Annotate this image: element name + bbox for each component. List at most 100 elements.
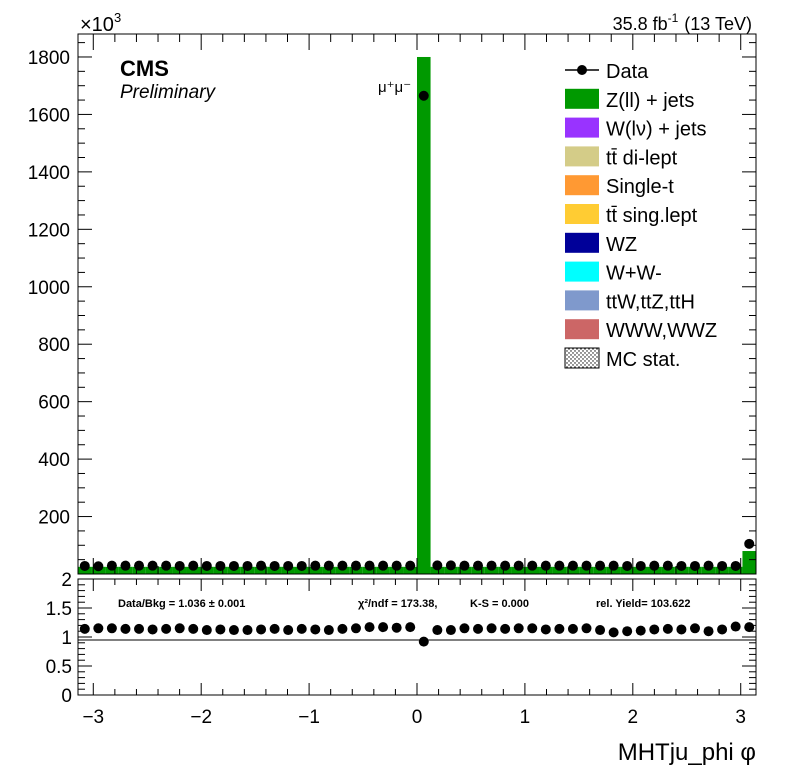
y-multiplier-exponent: 3: [114, 10, 121, 25]
data-point-27: [445, 560, 456, 571]
main-y-tick-label-5: 1200: [28, 220, 70, 241]
legend-label-4: Single-t: [606, 176, 674, 198]
data-point-44: [676, 560, 687, 571]
ratio-x-tick-label-4: 1: [520, 707, 531, 728]
ratio-point-29: [473, 623, 484, 634]
ratio-y-tick-label-4: 2: [61, 570, 72, 591]
x-axis-title: MHTju_phi φ: [618, 739, 756, 766]
data-point-4: [134, 560, 145, 571]
legend-swatch-3: [565, 146, 599, 167]
data-point-39: [608, 560, 619, 571]
main-y-tick-label-3: 800: [38, 335, 70, 356]
main-y-tick-label-1: 400: [38, 450, 70, 471]
ratio-point-28: [459, 623, 470, 634]
main-y-tick-label-6: 1400: [28, 163, 70, 184]
data-point-45: [689, 560, 700, 571]
legend-data-marker: [577, 65, 587, 75]
ratio-point-10: [215, 624, 226, 635]
ratio-point-41: [635, 625, 646, 636]
legend-label-9: WWW,WWZ: [606, 320, 717, 342]
legend-swatch-1: [565, 88, 599, 109]
data-point-14: [269, 560, 280, 571]
ratio-point-7: [174, 623, 185, 634]
ratio-point-9: [201, 625, 212, 636]
legend-label-8: ttW,ttZ,ttH: [606, 291, 695, 313]
data-point-13: [256, 560, 267, 571]
channel-annotation: μ⁺μ⁻: [378, 79, 411, 96]
data-point-28: [459, 560, 470, 571]
data-point-19: [337, 560, 348, 571]
main-y-axis: 200 400 600 800 1000 1200 1400 1600 1800: [28, 42, 756, 561]
data-point-3: [120, 560, 131, 571]
ratio-point-24: [405, 622, 416, 633]
lumi-exponent: -1: [668, 11, 679, 25]
ratio-point-5: [147, 624, 158, 635]
legend-swatch-mc-stat: [564, 347, 600, 369]
ratio-y-tick-label-3: 1.5: [46, 599, 72, 620]
data-point-49: [744, 538, 755, 549]
main-x-ticks: [92, 34, 742, 574]
data-point-21: [364, 560, 375, 571]
data-point-20: [350, 560, 361, 571]
data-point-1: [93, 561, 104, 572]
ratio-point-49: [744, 622, 755, 633]
ratio-point-46: [703, 626, 714, 637]
data-point-30: [486, 560, 497, 571]
ratio-points: [79, 621, 755, 647]
data-point-18: [323, 560, 334, 571]
data-point-10: [215, 560, 226, 571]
data-point-8: [188, 560, 199, 571]
data-bkg-stat: Data/Bkg = 1.036 ± 0.001: [118, 598, 245, 610]
data-point-29: [473, 560, 484, 571]
ratio-point-37: [581, 623, 592, 634]
data-point-25: [418, 90, 429, 101]
mc-bar-26: [430, 566, 445, 574]
main-y-tick-label-0: 200: [38, 508, 70, 529]
ratio-point-33: [527, 623, 538, 634]
ratio-point-22: [378, 622, 389, 633]
ratio-point-17: [310, 624, 321, 635]
ratio-x-tick-label-2: −1: [298, 707, 320, 728]
data-point-6: [161, 560, 172, 571]
experiment-label: CMS: [120, 56, 169, 81]
ratio-point-39: [608, 627, 619, 638]
ratio-point-30: [486, 623, 497, 634]
ratio-point-18: [323, 625, 334, 636]
ratio-point-27: [445, 625, 456, 636]
ratio-y-axis: 0 0.5 1 1.5 2: [46, 570, 756, 707]
ratio-x-tick-label-5: 2: [628, 707, 639, 728]
ratio-point-12: [242, 625, 253, 636]
legend-label-3: tt̄ di-lept: [606, 147, 678, 169]
legend-swatch-7: [565, 261, 599, 282]
legend-label-6: WZ: [606, 234, 637, 256]
data-point-12: [242, 560, 253, 571]
ratio-point-43: [662, 623, 673, 634]
ratio-y-tick-label-0: 0: [61, 686, 72, 707]
data-point-33: [527, 560, 538, 571]
ratio-point-48: [730, 621, 741, 632]
data-points: [79, 90, 755, 572]
mc-bar-25: [417, 56, 431, 575]
ratio-point-38: [595, 625, 606, 636]
ratio-y-tick-label-2: 1: [61, 628, 72, 649]
ratio-point-32: [513, 623, 524, 634]
ratio-point-14: [269, 623, 280, 634]
legend-swatch-5: [565, 204, 599, 224]
data-point-9: [201, 560, 212, 571]
ratio-point-8: [188, 623, 199, 634]
legend-label-2: W(lν) + jets: [606, 119, 707, 141]
legend-label-0: Data: [606, 61, 649, 83]
ratio-x-tick-label-6: 3: [735, 707, 746, 728]
ks-stat: K-S = 0.000: [470, 598, 529, 610]
data-point-37: [581, 560, 592, 571]
ratio-x-tick-label-3: 0: [412, 707, 423, 728]
data-point-31: [500, 560, 511, 571]
ratio-x-tick-label-0: −3: [82, 707, 104, 728]
legend-label-5: tt̄ sing.lept: [606, 205, 698, 227]
data-point-23: [391, 560, 402, 571]
ratio-point-15: [283, 625, 294, 636]
ratio-point-16: [296, 623, 307, 634]
main-y-tick-label-7: 1600: [28, 105, 70, 126]
legend: Data Z(ll) + jets W(lν) + jets tt̄ di-lept S…: [564, 61, 717, 371]
